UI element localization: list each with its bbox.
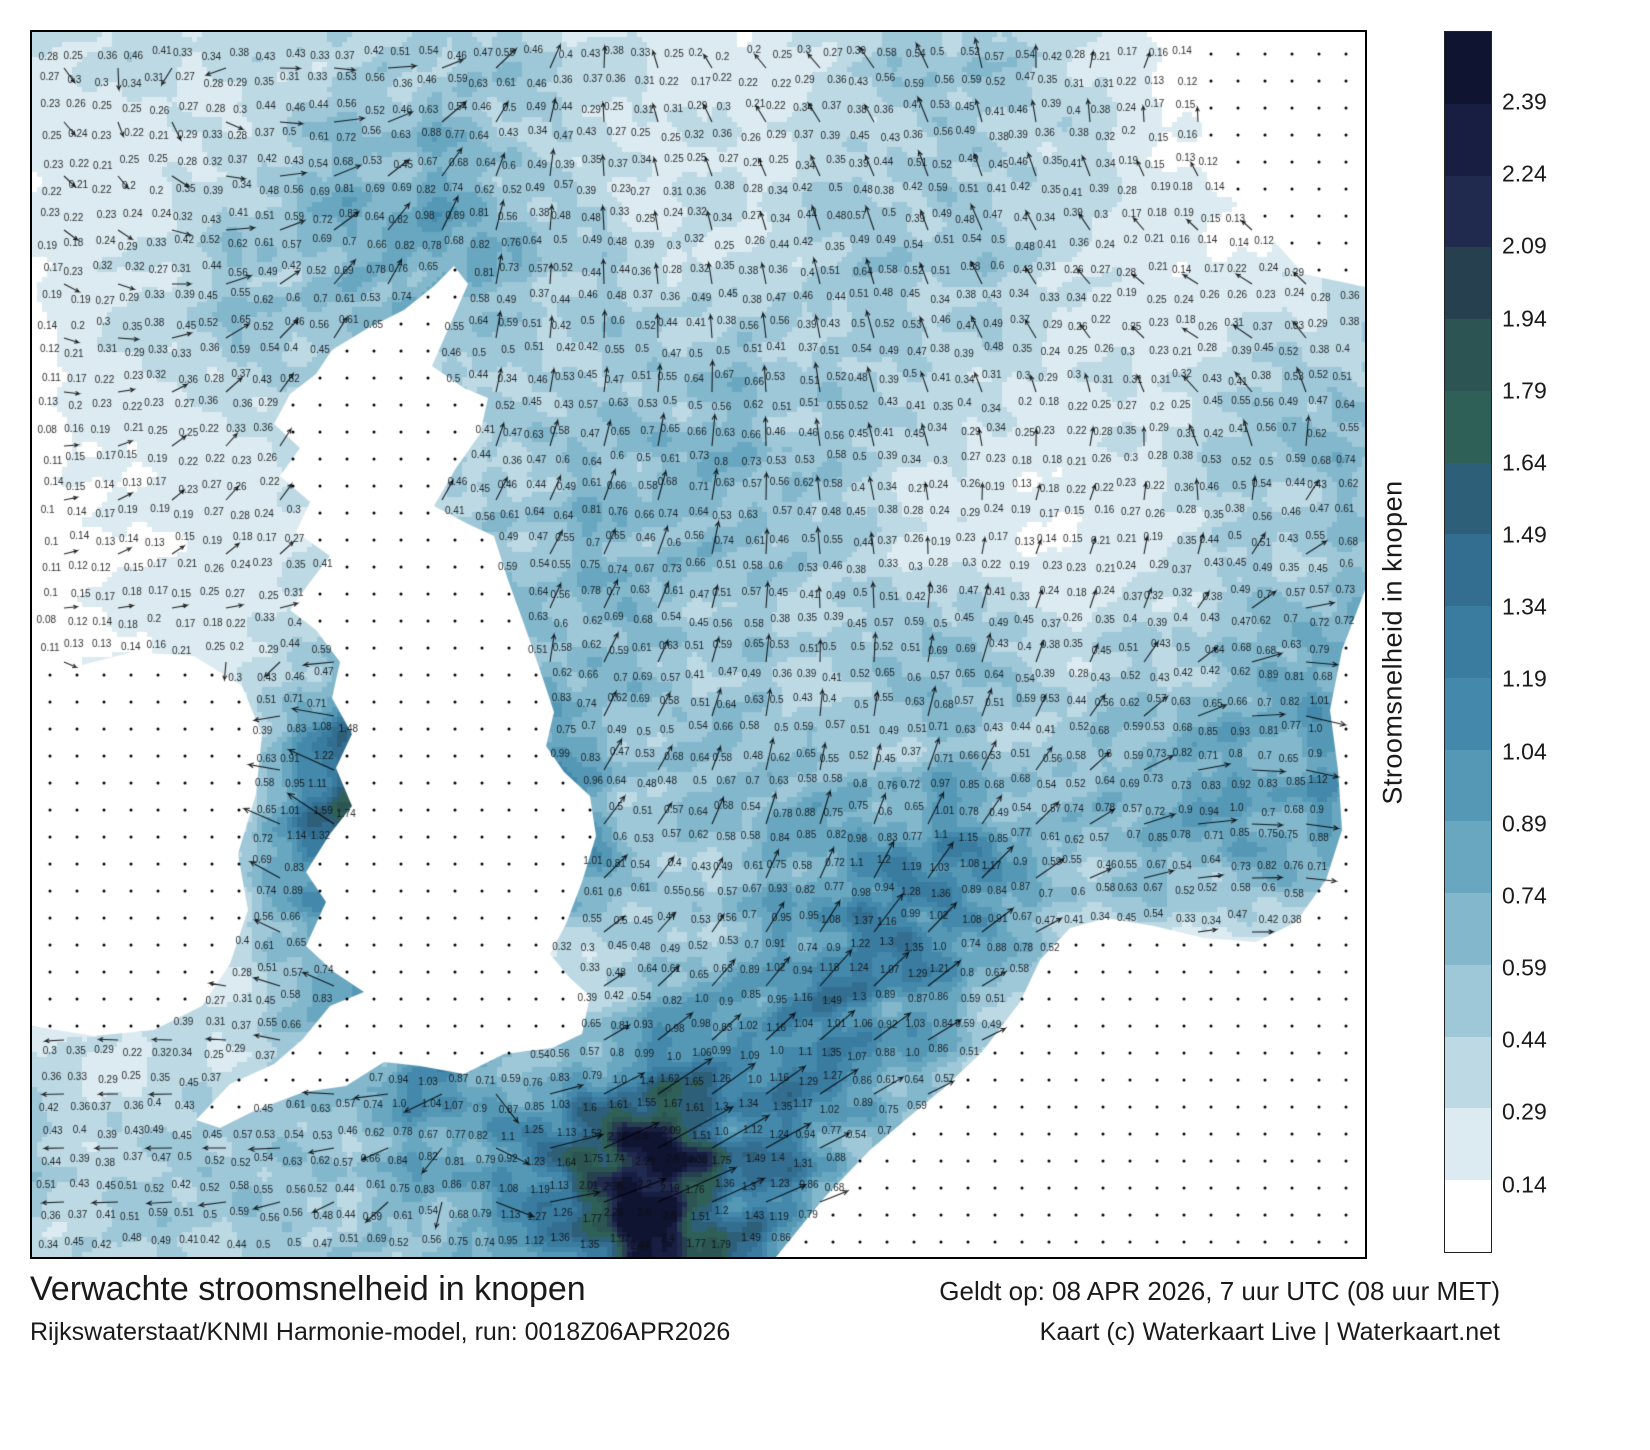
- colorbar-tick: 0.29: [1502, 1098, 1547, 1125]
- colorbar-band: [1445, 893, 1491, 965]
- colorbar-band: [1445, 749, 1491, 822]
- map-frame: [30, 30, 1367, 1259]
- colorbar-tick: 1.94: [1502, 305, 1547, 332]
- colorbar-tick: 1.04: [1502, 738, 1547, 765]
- colorbar-tick: 0.44: [1502, 1026, 1547, 1053]
- colorbar-tick: 0.89: [1502, 810, 1547, 837]
- colorbar-band: [1445, 319, 1491, 391]
- colorbar: [1444, 31, 1492, 1253]
- colorbar-band: [1445, 103, 1491, 176]
- colorbar-tick: 1.64: [1502, 449, 1547, 476]
- current-speed-map: [32, 32, 1365, 1257]
- credit: Kaart (c) Waterkaart Live | Waterkaart.n…: [1039, 1318, 1500, 1346]
- colorbar-band: [1445, 1108, 1491, 1181]
- colorbar-title: Stroomsnelheid in knopen: [1370, 31, 1416, 1253]
- colorbar-band: [1445, 462, 1491, 535]
- colorbar-tick: 1.49: [1502, 521, 1547, 548]
- colorbar-band: [1445, 247, 1491, 320]
- colorbar-band: [1445, 1036, 1491, 1109]
- colorbar-band: [1445, 821, 1491, 894]
- colorbar-title-text: Stroomsnelheid in knopen: [1377, 479, 1408, 805]
- colorbar-band: [1445, 606, 1491, 678]
- colorbar-band: [1445, 390, 1491, 463]
- colorbar-band: [1445, 677, 1491, 750]
- colorbar-tick: 2.39: [1502, 88, 1547, 115]
- colorbar-band: [1445, 964, 1491, 1037]
- map-title: Verwachte stroomsnelheid in knopen: [30, 1270, 586, 1308]
- colorbar-tick: 2.24: [1502, 160, 1547, 187]
- colorbar-band: [1445, 1180, 1491, 1253]
- colorbar-tick: 1.34: [1502, 593, 1547, 620]
- colorbar-band: [1445, 175, 1491, 248]
- colorbar-tick: 0.59: [1502, 954, 1547, 981]
- valid-time: Geldt op: 08 APR 2026, 7 uur UTC (08 uur…: [939, 1276, 1500, 1306]
- colorbar-tick: 1.79: [1502, 377, 1547, 404]
- colorbar-band: [1445, 534, 1491, 607]
- colorbar-band: [1445, 32, 1491, 104]
- colorbar-tick: 0.74: [1502, 882, 1547, 909]
- captions: Verwachte stroomsnelheid in knopen Geldt…: [30, 1270, 1500, 1347]
- colorbar-tick: 0.14: [1502, 1171, 1547, 1198]
- model-run: Rijkswaterstaat/KNMI Harmonie-model, run…: [30, 1318, 731, 1346]
- colorbar-tick: 2.09: [1502, 232, 1547, 259]
- colorbar-tick: 1.19: [1502, 665, 1547, 692]
